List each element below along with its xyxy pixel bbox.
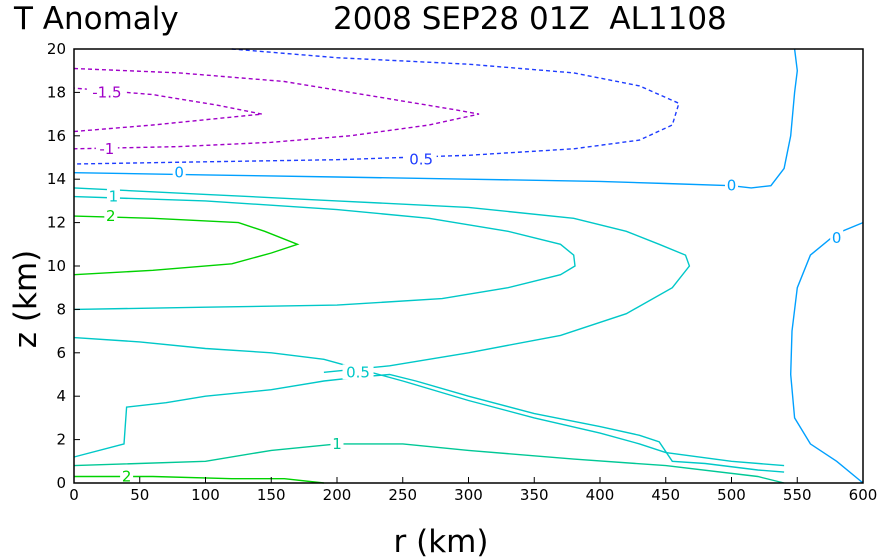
x-tick-label: 600 <box>849 486 878 504</box>
y-tick-label: 6 <box>56 344 66 362</box>
x-tick-label: 550 <box>783 486 812 504</box>
contour-label-bg <box>120 468 134 484</box>
plot-frame <box>73 48 864 484</box>
chart-title-left: T Anomaly <box>13 1 179 37</box>
contour-line <box>73 67 480 150</box>
contour-label: 2 <box>122 467 132 485</box>
tick-layer: 0 50 100 150 200 250 300 350 400 450 500 550 6000246… <box>47 40 877 504</box>
contour-label-bg <box>342 364 374 380</box>
contour-label: 1 <box>332 435 342 453</box>
chart-title-right: 2008 SEP28 01Z AL1108 <box>333 1 727 37</box>
y-tick-label: 8 <box>56 300 66 318</box>
contour-line <box>73 336 785 467</box>
x-tick-label: 250 <box>388 486 417 504</box>
x-axis-label: r (km) <box>394 524 489 558</box>
contour-label-bg <box>106 188 120 204</box>
x-tick-label: 50 <box>130 486 149 504</box>
contour-label: 0.5 <box>346 363 370 381</box>
x-tick-label: 450 <box>651 486 680 504</box>
contour-label: 0.5 <box>409 151 433 169</box>
y-tick-label: 2 <box>56 431 66 449</box>
y-tick-label: 14 <box>47 170 66 188</box>
contour-line <box>73 215 300 276</box>
contour-label: 0 <box>727 177 737 195</box>
x-tick-label: 150 <box>257 486 286 504</box>
y-tick-label: 10 <box>47 257 66 275</box>
contour-label-bg <box>830 229 844 245</box>
x-tick-label: 100 <box>191 486 220 504</box>
contour-label: 0 <box>174 164 184 182</box>
x-tick-label: 350 <box>520 486 549 504</box>
contour-label-bg <box>330 435 344 451</box>
contour-label-bg <box>725 177 738 193</box>
contour-line <box>73 195 576 311</box>
contour-line <box>74 475 324 484</box>
y-tick-label: 4 <box>56 387 66 405</box>
x-tick-label: 0 <box>69 486 79 504</box>
contour-label: 2 <box>106 207 116 225</box>
contour-label: -1.5 <box>92 83 121 101</box>
y-tick-label: 12 <box>47 214 66 232</box>
contour-line <box>789 221 864 484</box>
x-tick-label: 500 <box>717 486 746 504</box>
contour-line <box>73 48 799 189</box>
contour-label-bg <box>95 140 118 156</box>
contour-line <box>73 443 785 484</box>
contour-line <box>73 187 691 373</box>
contour-line <box>73 373 785 473</box>
y-tick-label: 20 <box>47 40 66 58</box>
y-axis-label: z (km) <box>8 250 44 348</box>
contour-label-bg <box>405 151 437 167</box>
contour-line <box>73 48 680 165</box>
y-tick-label: 16 <box>47 127 66 145</box>
contour-label-bg <box>172 164 186 180</box>
contour-label: 0 <box>832 229 842 247</box>
x-tick-label: 400 <box>586 486 615 504</box>
x-tick-label: 200 <box>323 486 352 504</box>
y-tick-label: 18 <box>47 83 66 101</box>
contour-label: 1 <box>109 188 119 206</box>
contour-label-bg <box>86 84 127 100</box>
contour-label-bg <box>104 208 118 224</box>
y-tick-label: 0 <box>56 474 66 492</box>
contour-line <box>73 87 263 133</box>
x-tick-label: 300 <box>454 486 483 504</box>
contour-label: -1 <box>99 140 114 158</box>
